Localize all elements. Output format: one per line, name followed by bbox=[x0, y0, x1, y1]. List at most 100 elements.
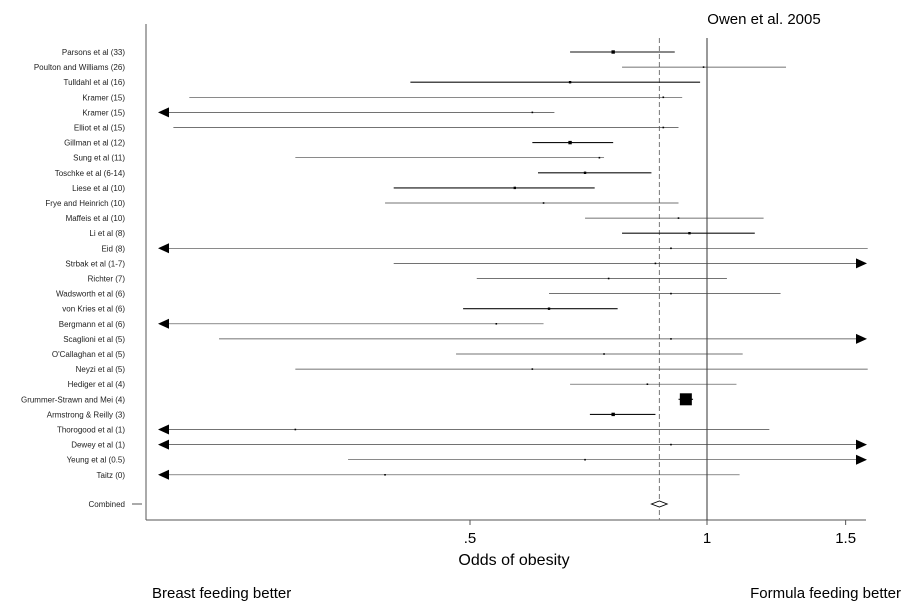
point-estimate bbox=[584, 458, 586, 461]
point-estimate bbox=[583, 171, 587, 174]
study-label: Armstrong & Reilly (3) bbox=[47, 410, 126, 419]
point-estimate bbox=[294, 428, 297, 431]
study-row: Liese et al (10) bbox=[72, 184, 595, 193]
point-estimate bbox=[603, 353, 605, 355]
point-estimate bbox=[568, 140, 572, 145]
x-tick-label-1: 1 bbox=[703, 530, 711, 547]
point-estimate bbox=[670, 292, 672, 295]
x-axis-title: Odds of obesity bbox=[458, 552, 569, 569]
study-row: Taitz (0) bbox=[97, 469, 740, 480]
combined-diamond bbox=[650, 500, 669, 508]
study-label: Frye and Heinrich (10) bbox=[45, 199, 125, 208]
point-estimate bbox=[384, 474, 386, 476]
study-row: Li et al (8) bbox=[89, 229, 755, 238]
study-row: Bergmann et al (6) bbox=[59, 318, 544, 329]
study-label: Scaglioni et al (5) bbox=[63, 335, 125, 344]
study-label: von Kries et al (6) bbox=[62, 305, 125, 314]
ci-arrow-left bbox=[158, 439, 169, 450]
point-estimate bbox=[598, 156, 601, 159]
ci-arrow-right bbox=[856, 258, 867, 269]
study-row: Strbak et al (1-7) bbox=[65, 258, 867, 269]
breast-feeding-better-label: Breast feeding better bbox=[152, 585, 291, 602]
point-estimate bbox=[611, 412, 615, 417]
study-row: Neyzi et al (5) bbox=[76, 365, 868, 374]
study-label: Taitz (0) bbox=[97, 471, 126, 480]
study-label: Neyzi et al (5) bbox=[76, 365, 126, 374]
study-label: Richter (7) bbox=[88, 275, 126, 284]
study-row: Toschke et al (6-14) bbox=[55, 169, 652, 178]
ci-arrow-left bbox=[158, 469, 169, 480]
study-label: Kramer (15) bbox=[82, 93, 125, 102]
study-row: O'Callaghan et al (5) bbox=[52, 350, 743, 359]
ci-arrow-right bbox=[856, 454, 867, 465]
point-estimate bbox=[646, 383, 649, 385]
point-estimate bbox=[654, 262, 657, 265]
study-label: Elliot et al (15) bbox=[74, 124, 125, 133]
x-tick-label-0: .5 bbox=[464, 530, 477, 547]
study-label: Gillman et al (12) bbox=[64, 139, 125, 148]
study-row: von Kries et al (6) bbox=[62, 305, 618, 314]
point-estimate bbox=[702, 66, 705, 68]
study-row: Tulldahl et al (16) bbox=[63, 78, 701, 87]
point-estimate bbox=[670, 247, 672, 250]
study-label: Dewey et al (1) bbox=[71, 441, 125, 450]
point-estimate bbox=[662, 96, 665, 99]
point-estimate bbox=[531, 368, 534, 370]
formula-feeding-better-label: Formula feeding better bbox=[750, 585, 901, 602]
study-row: Scaglioni et al (5) bbox=[63, 333, 867, 344]
top-annotation: Owen et al. 2005 bbox=[707, 11, 820, 28]
ci-arrow-left bbox=[158, 243, 169, 254]
study-label: Maffeis et al (10) bbox=[66, 214, 126, 223]
point-estimate bbox=[677, 217, 680, 219]
point-estimate bbox=[607, 277, 610, 280]
study-row: Yeung et al (0.5) bbox=[67, 454, 867, 465]
study-row: Armstrong & Reilly (3) bbox=[47, 410, 656, 419]
combined-label: Combined bbox=[89, 500, 125, 509]
study-row: Eid (8) bbox=[101, 243, 868, 254]
point-estimate bbox=[688, 232, 691, 235]
ci-arrow-left bbox=[158, 107, 169, 118]
study-label: Poulton and Williams (26) bbox=[34, 63, 125, 72]
study-label: Bergmann et al (6) bbox=[59, 320, 126, 329]
study-rows: Parsons et al (33) Poulton and Williams (… bbox=[21, 48, 868, 509]
study-row: Elliot et al (15) bbox=[74, 124, 679, 133]
study-label: Strbak et al (1-7) bbox=[65, 259, 125, 268]
point-estimate bbox=[531, 111, 534, 114]
ci-arrow-right bbox=[856, 439, 867, 450]
study-label: Parsons et al (33) bbox=[62, 48, 125, 57]
point-estimate bbox=[670, 443, 672, 446]
study-row: Grummer-Strawn and Mei (4) bbox=[21, 393, 694, 406]
study-label: Hediger et al (4) bbox=[68, 380, 126, 389]
study-row: Hediger et al (4) bbox=[68, 380, 737, 389]
point-estimate bbox=[670, 338, 672, 340]
study-row: Richter (7) bbox=[88, 275, 727, 284]
point-estimate bbox=[513, 186, 517, 190]
study-row: Kramer (15) bbox=[82, 107, 555, 118]
ci-arrow-left bbox=[158, 318, 169, 329]
study-label: Thorogood et al (1) bbox=[57, 426, 125, 435]
ci-arrow-left bbox=[158, 424, 169, 435]
study-row: Dewey et al (1) bbox=[71, 439, 867, 450]
point-estimate bbox=[542, 202, 545, 204]
axes: .5 1 1.5 bbox=[145, 24, 866, 547]
study-row: Maffeis et al (10) bbox=[66, 214, 764, 223]
study-label: Sung et al (11) bbox=[73, 154, 125, 163]
study-row: Sung et al (11) bbox=[73, 154, 605, 163]
study-row: Kramer (15) bbox=[82, 93, 683, 102]
combined-row: Combined bbox=[89, 500, 669, 509]
point-estimate bbox=[495, 323, 498, 325]
study-label: Tulldahl et al (16) bbox=[63, 78, 125, 87]
study-label: Kramer (15) bbox=[82, 108, 125, 117]
x-tick-label-2: 1.5 bbox=[835, 530, 856, 547]
study-label: Wadsworth et al (6) bbox=[56, 290, 125, 299]
study-label: Liese et al (10) bbox=[72, 184, 125, 193]
study-label: Eid (8) bbox=[101, 244, 125, 253]
point-estimate bbox=[679, 393, 692, 406]
study-label: Grummer-Strawn and Mei (4) bbox=[21, 395, 125, 404]
study-row: Gillman et al (12) bbox=[64, 139, 614, 148]
point-estimate bbox=[662, 126, 665, 129]
study-row: Parsons et al (33) bbox=[62, 48, 675, 57]
study-label: Toschke et al (6-14) bbox=[55, 169, 126, 178]
study-label: Yeung et al (0.5) bbox=[67, 456, 126, 465]
study-row: Frye and Heinrich (10) bbox=[45, 199, 679, 208]
